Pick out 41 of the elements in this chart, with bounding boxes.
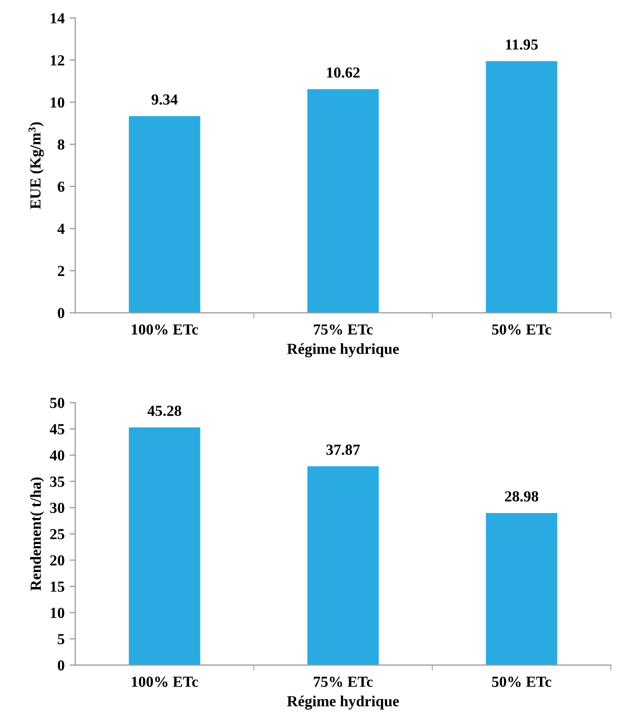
y-tick-label: 4	[57, 224, 65, 234]
data-label: 37.87	[326, 444, 360, 455]
y-tick-label: 12	[50, 55, 64, 66]
y-tick-label: 10	[50, 97, 64, 108]
bar	[486, 61, 558, 313]
y-tick-label: 25	[50, 529, 64, 540]
bar	[307, 466, 379, 666]
bar	[486, 512, 558, 666]
y-tick-label: 5	[58, 634, 64, 644]
y-tick-label: 50	[50, 398, 64, 408]
y-tick-label: 30	[50, 502, 64, 514]
data-label: 9.34	[152, 94, 178, 105]
y-tick-label: 0	[58, 660, 64, 671]
y-tick-label: 45	[50, 424, 64, 434]
y-tick-label: 14	[50, 13, 65, 24]
x-tick-label: 75% ETc	[314, 324, 373, 335]
data-label: 28.98	[505, 491, 538, 502]
y-axis-title: Rendement( t/ha)	[30, 477, 44, 591]
y-tick-label: 40	[50, 450, 64, 461]
x-axis-title: Régime hydrique	[287, 343, 399, 358]
x-tick-label: 75% ETc	[314, 676, 373, 687]
y-tick-label: 0	[58, 308, 64, 318]
x-tick-label: 50% ETc	[492, 324, 552, 335]
x-tick-label: 100% ETc	[132, 324, 198, 335]
data-label: 11.95	[506, 39, 538, 50]
data-label: 10.62	[327, 67, 360, 78]
y-tick-label: 6	[58, 182, 64, 192]
y-tick-label: 8	[58, 139, 64, 150]
x-axis-title: Régime hydrique	[287, 696, 399, 710]
y-tick-label: 2	[58, 266, 64, 276]
data-label: 45.28	[148, 406, 182, 416]
bar	[307, 89, 379, 313]
x-tick-label: 50% ETc	[492, 676, 552, 687]
y-tick-label: 10	[50, 608, 64, 618]
y-tick-label: 20	[50, 555, 64, 566]
y-tick-label: 15	[50, 582, 64, 592]
y-axis-title: EUE (Kg/m$^{3}$)	[28, 122, 44, 210]
bar	[128, 427, 200, 666]
x-tick-label: 100% ETc	[132, 676, 198, 687]
y-tick-label: 35	[50, 476, 64, 487]
bar	[128, 116, 200, 313]
